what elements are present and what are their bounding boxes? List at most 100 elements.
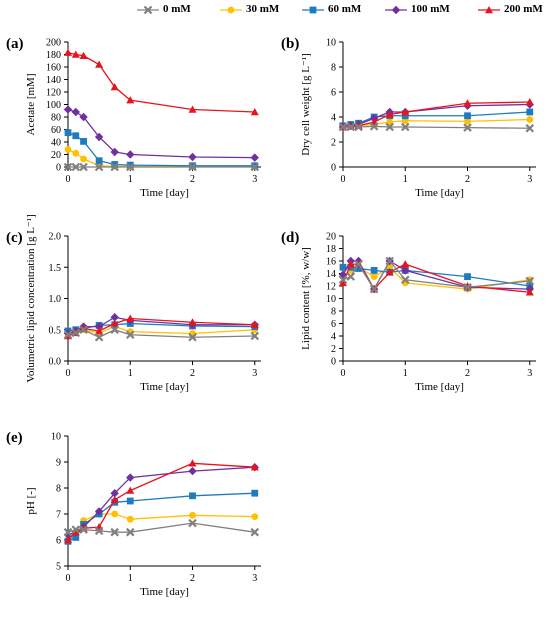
data-point xyxy=(79,162,88,172)
data-point xyxy=(370,266,378,274)
data-point xyxy=(401,260,410,268)
series-0-mm xyxy=(63,162,260,172)
data-point xyxy=(339,263,347,271)
x-tick-label: 3 xyxy=(527,368,532,379)
y-tick-label: 20 xyxy=(326,232,336,243)
legend-marker xyxy=(391,5,401,15)
y-tick-label: 8 xyxy=(56,484,61,495)
y-tick-label: 60 xyxy=(51,125,61,136)
data-point xyxy=(463,123,472,132)
data-point xyxy=(250,162,260,172)
series-0-mm xyxy=(338,122,535,133)
data-point xyxy=(95,327,104,335)
data-point xyxy=(72,132,80,140)
data-point xyxy=(250,331,260,341)
y-tick-label: 12 xyxy=(326,282,336,293)
y-tick-label: 8 xyxy=(331,63,336,74)
x-tick-label: 2 xyxy=(190,368,195,379)
y-tick-label: 16 xyxy=(326,257,336,268)
data-point xyxy=(464,112,471,120)
chart-legend: 0 mM 30 mM 60 mM 100 mM 200 mM xyxy=(0,0,550,20)
axis-lines xyxy=(67,42,261,168)
data-point xyxy=(110,319,119,327)
data-point xyxy=(94,162,104,172)
data-point xyxy=(339,278,347,287)
data-point xyxy=(385,256,394,266)
x-tick-label: 2 xyxy=(190,174,195,185)
data-point xyxy=(346,122,356,132)
panel-a-acetate: (a) 0 20 40 60 80 100 120 140 160 180 200 0 1 2 3 Time [… xyxy=(0,28,275,203)
y-axis-label: Volumetric lipid concentration [g L⁻¹] xyxy=(25,214,37,382)
data-point xyxy=(126,161,134,169)
data-point xyxy=(250,153,259,162)
data-point xyxy=(188,152,197,162)
panel-e-ph: (e) 5 6 7 8 9 10 0 1 2 3 Time [day] pH [-] xyxy=(0,422,275,602)
data-point xyxy=(369,122,379,131)
series-0-mm xyxy=(63,518,260,537)
legend-label: 100 mM xyxy=(411,3,450,15)
data-point xyxy=(94,332,104,342)
data-point xyxy=(126,497,134,505)
data-point xyxy=(338,122,348,132)
y-tick-label: 9 xyxy=(56,458,61,469)
y-tick-label: 120 xyxy=(46,88,61,99)
panel-label: (c) xyxy=(6,230,23,246)
data-point xyxy=(354,259,363,269)
panel-b-dry-cell-weight: (b) 0 2 4 6 8 10 0 1 2 3 Time [day] Dry cell weight … xyxy=(275,28,550,203)
data-point xyxy=(386,118,394,126)
data-point xyxy=(346,272,356,281)
y-tick-label: 0 xyxy=(331,163,336,174)
legend-marker xyxy=(485,6,493,14)
data-point xyxy=(188,105,197,113)
y-tick-label: 10 xyxy=(51,432,61,443)
legend-marker xyxy=(309,6,317,14)
x-axis-label: Time [day] xyxy=(140,586,189,598)
x-tick-label: 3 xyxy=(527,174,532,185)
data-point xyxy=(72,149,80,157)
data-point xyxy=(95,157,103,165)
data-point xyxy=(463,282,472,292)
data-point xyxy=(126,486,135,494)
y-tick-label: 8 xyxy=(331,307,336,318)
data-point xyxy=(525,276,535,286)
data-point xyxy=(111,161,119,168)
y-tick-label: 5 xyxy=(56,562,61,573)
data-point xyxy=(188,459,197,467)
y-tick-label: 10 xyxy=(326,38,336,49)
data-point xyxy=(188,518,197,528)
x-axis-label: Time [day] xyxy=(140,187,189,199)
data-point xyxy=(125,527,135,537)
data-point xyxy=(188,318,197,326)
panel-label: (b) xyxy=(281,36,299,52)
panel-c-lipid-concentration: (c) 0.0 0.5 1.0 1.5 2.0 0 1 2 3 Time [day] Volumetr… xyxy=(0,214,275,397)
x-tick-label: 3 xyxy=(252,368,257,379)
data-point xyxy=(385,110,394,118)
data-point xyxy=(94,322,104,331)
y-tick-label: 0 xyxy=(331,357,336,368)
y-tick-label: 140 xyxy=(46,75,61,86)
data-point xyxy=(385,268,394,276)
x-tick-label: 0 xyxy=(66,573,71,584)
legend-label: 30 mM xyxy=(246,3,280,15)
y-tick-label: 18 xyxy=(326,244,336,255)
data-point xyxy=(400,122,410,132)
data-point xyxy=(188,162,197,172)
series-200-mm xyxy=(64,48,259,116)
data-point xyxy=(72,534,80,541)
data-point xyxy=(71,50,80,58)
data-point xyxy=(401,108,410,116)
x-tick-label: 0 xyxy=(66,368,71,379)
data-point xyxy=(525,288,534,296)
x-tick-label: 1 xyxy=(403,368,408,379)
data-point xyxy=(354,122,363,132)
data-point xyxy=(63,330,73,340)
y-tick-label: 40 xyxy=(51,138,61,149)
data-point xyxy=(251,513,259,520)
x-tick-label: 2 xyxy=(190,573,195,584)
x-tick-label: 3 xyxy=(252,174,257,185)
panel-label: (d) xyxy=(281,230,299,246)
data-point xyxy=(250,320,259,328)
y-axis-label: pH [-] xyxy=(25,487,37,514)
legend-marker xyxy=(227,6,235,14)
x-axis-label: Time [day] xyxy=(415,381,464,393)
